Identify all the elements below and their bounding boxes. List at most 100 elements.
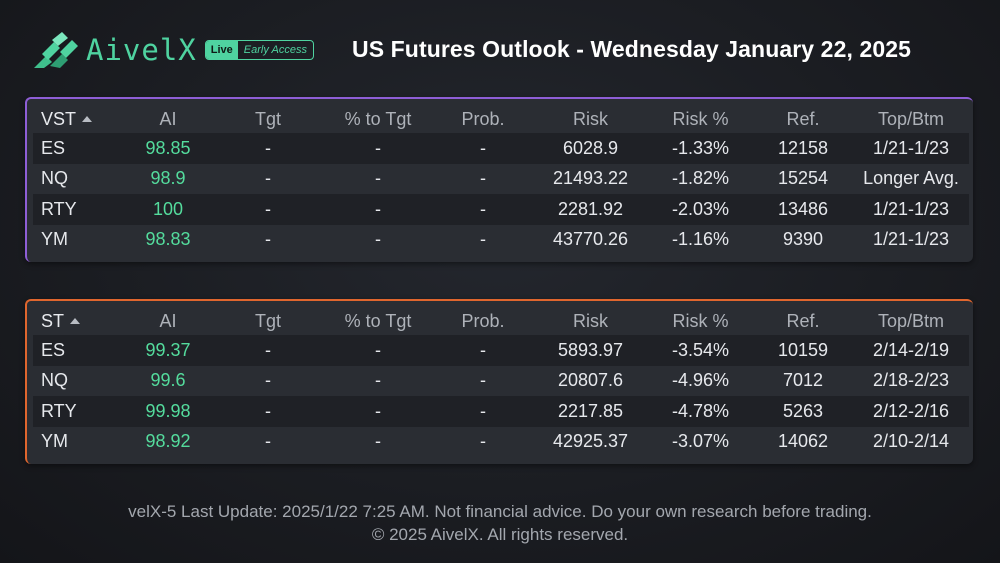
cell-prob: - (433, 194, 533, 225)
column-header-ref[interactable]: Ref. (786, 108, 820, 129)
cell-symbol: NQ (33, 365, 123, 396)
cell-symbol: RTY (33, 194, 123, 225)
cell-top-btm: Longer Avg. (853, 163, 969, 194)
cell-ai: 98.85 (123, 133, 213, 164)
cell-risk: 42925.37 (533, 426, 648, 457)
cell-tgt: - (213, 426, 323, 457)
column-header-label: ST (41, 310, 65, 331)
status-badge: Live Early Access (204, 40, 314, 60)
cell-symbol: NQ (33, 163, 123, 194)
column-header-tgt[interactable]: Tgt (254, 310, 281, 331)
cell-ai: 99.6 (123, 365, 213, 396)
early-access-label: Early Access (243, 44, 307, 56)
cell-ai: 98.9 (123, 163, 213, 194)
cell-ai: 99.98 (123, 396, 213, 427)
header: AivelX Live Early Access US Futures Outl… (32, 28, 968, 72)
column-header-ai[interactable]: AI (159, 108, 177, 129)
cell-risk-pct: -1.33% (648, 133, 753, 164)
cell-tgt: - (213, 335, 323, 366)
cell-risk: 5893.97 (533, 335, 648, 366)
sort-ascending-icon (70, 317, 81, 324)
cell-top-btm: 1/21-1/23 (853, 133, 969, 164)
cell-prob: - (433, 224, 533, 255)
aivelx-logo-icon (34, 32, 78, 68)
cell-pct-to-tgt: - (323, 133, 433, 164)
cell-ai: 99.37 (123, 335, 213, 366)
cell-top-btm: 2/18-2/23 (853, 365, 969, 396)
cell-risk-pct: -1.82% (648, 163, 753, 194)
vst-panel: VST AI Tgt % to Tgt Prob. Risk Risk % Re… (25, 97, 973, 262)
vst-table: VST AI Tgt % to Tgt Prob. Risk Risk % Re… (33, 105, 969, 255)
cell-pct-to-tgt: - (323, 426, 433, 457)
cell-tgt: - (213, 224, 323, 255)
sort-ascending-icon (82, 115, 93, 122)
table-row: NQ 99.6 - - - 20807.6 -4.96% 7012 2/18-2… (33, 365, 969, 396)
cell-risk-pct: -2.03% (648, 194, 753, 225)
cell-risk-pct: -3.54% (648, 335, 753, 366)
page-title: US Futures Outlook - Wednesday January 2… (352, 36, 912, 62)
cell-risk: 21493.22 (533, 163, 648, 194)
column-header-top-btm[interactable]: Top/Btm (877, 108, 945, 129)
cell-prob: - (433, 335, 533, 366)
cell-risk-pct: -1.16% (648, 224, 753, 255)
cell-risk: 43770.26 (533, 224, 648, 255)
brand-logo: AivelX Live Early Access (32, 28, 314, 72)
table-header: ST AI Tgt % to Tgt Prob. Risk Risk % Ref… (33, 307, 969, 335)
table-row: YM 98.92 - - - 42925.37 -3.07% 14062 2/1… (33, 426, 969, 457)
cell-top-btm: 2/12-2/16 (853, 396, 969, 427)
column-header-risk-pct[interactable]: Risk % (672, 108, 729, 129)
cell-tgt: - (213, 194, 323, 225)
cell-symbol: YM (33, 426, 123, 457)
cell-ref: 14062 (753, 426, 853, 457)
cell-risk: 2281.92 (533, 194, 648, 225)
st-panel: ST AI Tgt % to Tgt Prob. Risk Risk % Ref… (25, 299, 973, 464)
live-label: Live (205, 41, 238, 59)
table-row: YM 98.83 - - - 43770.26 -1.16% 9390 1/21… (33, 224, 969, 255)
sort-header-st[interactable]: ST (33, 307, 123, 335)
cell-pct-to-tgt: - (323, 194, 433, 225)
column-header-top-btm[interactable]: Top/Btm (877, 310, 945, 331)
table-row: NQ 98.9 - - - 21493.22 -1.82% 15254 Long… (33, 163, 969, 194)
cell-top-btm: 2/14-2/19 (853, 335, 969, 366)
cell-ref: 13486 (753, 194, 853, 225)
cell-top-btm: 1/21-1/23 (853, 224, 969, 255)
cell-pct-to-tgt: - (323, 365, 433, 396)
column-header-prob[interactable]: Prob. (461, 310, 505, 331)
cell-prob: - (433, 133, 533, 164)
cell-symbol: RTY (33, 396, 123, 427)
column-header-prob[interactable]: Prob. (461, 108, 505, 129)
column-header-ref[interactable]: Ref. (786, 310, 820, 331)
table-row: RTY 100 - - - 2281.92 -2.03% 13486 1/21-… (33, 194, 969, 225)
table-row: RTY 99.98 - - - 2217.85 -4.78% 5263 2/12… (33, 396, 969, 427)
column-header-risk[interactable]: Risk (573, 310, 608, 331)
st-table: ST AI Tgt % to Tgt Prob. Risk Risk % Ref… (33, 307, 969, 457)
column-header-label: VST (41, 108, 77, 129)
cell-ai: 100 (123, 194, 213, 225)
cell-risk-pct: -4.96% (648, 365, 753, 396)
cell-top-btm: 2/10-2/14 (853, 426, 969, 457)
cell-pct-to-tgt: - (323, 163, 433, 194)
cell-top-btm: 1/21-1/23 (853, 194, 969, 225)
disclaimer-text: velX-5 Last Update: 2025/1/22 7:25 AM. N… (128, 502, 872, 521)
column-header-pct-to-tgt[interactable]: % to Tgt (344, 310, 412, 331)
cell-ref: 7012 (753, 365, 853, 396)
cell-ref: 9390 (753, 224, 853, 255)
cell-pct-to-tgt: - (323, 335, 433, 366)
column-header-risk-pct[interactable]: Risk % (672, 310, 729, 331)
column-header-tgt[interactable]: Tgt (254, 108, 281, 129)
footer: velX-5 Last Update: 2025/1/22 7:25 AM. N… (0, 500, 1000, 546)
sort-header-vst[interactable]: VST (33, 105, 123, 133)
table-row: ES 99.37 - - - 5893.97 -3.54% 10159 2/14… (33, 335, 969, 366)
cell-ref: 10159 (753, 335, 853, 366)
cell-pct-to-tgt: - (323, 224, 433, 255)
column-header-ai[interactable]: AI (159, 310, 177, 331)
column-header-risk[interactable]: Risk (573, 108, 608, 129)
cell-ref: 12158 (753, 133, 853, 164)
cell-symbol: ES (33, 133, 123, 164)
column-header-pct-to-tgt[interactable]: % to Tgt (344, 108, 412, 129)
cell-risk: 6028.9 (533, 133, 648, 164)
cell-tgt: - (213, 163, 323, 194)
cell-prob: - (433, 163, 533, 194)
cell-prob: - (433, 426, 533, 457)
cell-tgt: - (213, 396, 323, 427)
